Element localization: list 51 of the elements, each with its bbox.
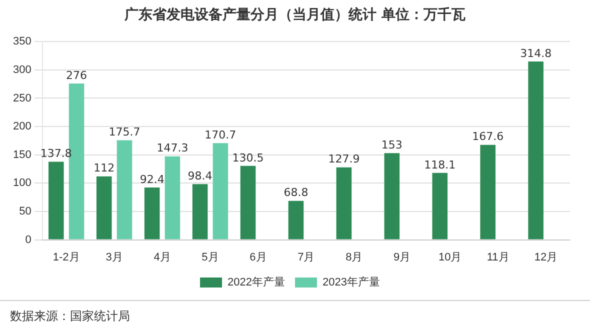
x-tick-label: 6月	[250, 251, 267, 264]
bar	[192, 184, 208, 240]
bar	[96, 176, 112, 240]
y-tick-label: 250	[12, 92, 32, 104]
x-tick-label: 3月	[106, 251, 123, 264]
data-label: 112	[94, 162, 115, 175]
data-label: 170.7	[204, 128, 236, 142]
data-label: 147.3	[156, 142, 188, 155]
y-tick-label: 0	[25, 234, 32, 246]
source-note: 数据来源：国家统计局	[10, 308, 130, 325]
y-tick-label: 50	[19, 206, 32, 218]
data-label: 130.5	[232, 151, 264, 164]
data-label: 92.4	[140, 172, 164, 186]
bar	[48, 162, 64, 240]
data-label: 175.7	[108, 126, 140, 139]
bar	[116, 140, 132, 240]
x-tick-label: 10月	[438, 251, 462, 264]
bar	[384, 153, 400, 240]
x-tick-label: 8月	[346, 251, 363, 264]
x-tick-label: 9月	[394, 251, 411, 264]
bar	[432, 172, 448, 240]
data-label: 98.4	[188, 169, 212, 182]
data-label: 276	[66, 68, 88, 82]
bar	[288, 200, 304, 240]
y-tick-label: 150	[12, 148, 32, 161]
bar	[480, 144, 496, 240]
x-tick-label: 1-2月	[52, 251, 80, 264]
data-label: 68.8	[284, 186, 308, 200]
data-label: 127.9	[328, 152, 360, 166]
y-tick-label: 350	[12, 36, 32, 48]
data-label: 167.6	[472, 130, 504, 144]
x-tick-label: 4月	[154, 251, 171, 264]
bar	[164, 156, 180, 240]
y-tick-label: 300	[12, 64, 32, 76]
data-label: 118.1	[424, 158, 456, 172]
bar	[144, 187, 160, 240]
legend-label: 2023年产量	[322, 276, 380, 289]
y-tick-label: 200	[12, 120, 32, 133]
data-label: 314.8	[520, 46, 552, 60]
y-tick-label: 100	[12, 177, 32, 190]
bar	[336, 167, 352, 240]
bar	[212, 143, 228, 240]
chart-title: 广东省发电设备产量分月（当月值）统计 单位：万千瓦	[123, 6, 466, 24]
bar	[528, 62, 544, 240]
x-tick-label: 11月	[486, 251, 510, 264]
bar	[240, 166, 256, 240]
x-tick-label: 5月	[202, 251, 219, 264]
x-tick-label: 12月	[534, 251, 558, 264]
x-tick-label: 7月	[298, 251, 315, 264]
data-label: 153	[381, 138, 402, 152]
legend-label: 2022年产量	[228, 276, 286, 289]
